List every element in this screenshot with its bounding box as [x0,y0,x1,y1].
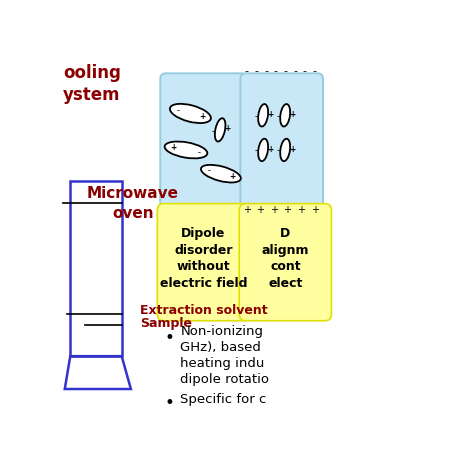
Text: -: - [208,166,210,175]
Text: Sample: Sample [140,317,192,330]
Text: D
alignm
cont
elect: D alignm cont elect [262,227,309,290]
Text: +: + [270,205,278,215]
FancyBboxPatch shape [160,73,246,210]
Text: -: - [303,66,307,76]
Text: -: - [283,66,287,76]
Text: -: - [197,148,201,157]
Text: -: - [312,66,317,76]
Text: Microwave: Microwave [87,186,179,201]
Text: -: - [212,127,215,136]
Text: +: + [230,173,236,182]
Text: +: + [200,112,206,121]
Text: ooling: ooling [63,64,121,82]
FancyBboxPatch shape [240,73,323,210]
Ellipse shape [215,118,226,142]
Text: Dipole
disorder
without
electric field: Dipole disorder without electric field [160,227,247,290]
Text: -: - [255,66,258,76]
Text: +: + [224,124,230,133]
Text: +: + [289,110,295,119]
Text: +: + [267,110,273,119]
Text: +: + [289,145,295,154]
Text: +: + [283,205,292,215]
FancyBboxPatch shape [157,204,249,321]
Text: +: + [256,205,264,215]
Ellipse shape [164,142,207,158]
Text: +: + [267,145,273,154]
Ellipse shape [170,104,211,123]
Text: oven: oven [112,206,154,220]
Text: •: • [164,329,174,347]
Text: -: - [273,66,278,76]
Text: -: - [293,66,297,76]
FancyBboxPatch shape [239,204,331,321]
Text: -: - [264,66,268,76]
Text: Non-ionizing
GHz), based
heating indu
dipole rotatio: Non-ionizing GHz), based heating indu di… [181,325,270,386]
Text: Extraction solvent: Extraction solvent [140,304,268,317]
Ellipse shape [280,139,290,161]
Text: +: + [170,143,176,152]
Text: +: + [243,205,251,215]
Text: -: - [255,146,258,155]
Ellipse shape [201,165,241,182]
Text: +: + [297,205,305,215]
Bar [70,181,122,356]
Text: ystem: ystem [63,86,120,104]
Ellipse shape [258,104,268,127]
Text: -: - [277,146,280,155]
Text: •: • [164,394,174,412]
Text: +: + [310,205,319,215]
Text: -: - [245,66,248,76]
Text: -: - [255,112,258,121]
Ellipse shape [280,104,290,127]
Text: Specific for c: Specific for c [181,392,267,406]
Ellipse shape [258,139,268,161]
Text: -: - [177,106,180,115]
Text: -: - [277,112,280,121]
